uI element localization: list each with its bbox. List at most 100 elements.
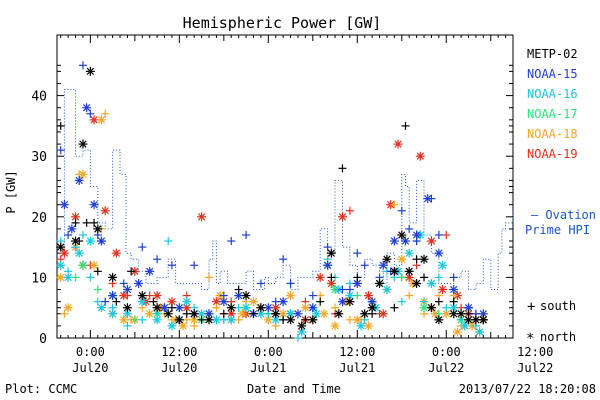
north-marker	[426, 236, 436, 246]
north-marker	[478, 315, 488, 325]
north-marker	[293, 309, 303, 319]
north-marker	[78, 139, 88, 149]
north-marker	[189, 309, 199, 319]
x-tick-label: 0:00	[254, 345, 283, 359]
ovation-legend-line1: — Ovation	[531, 208, 596, 222]
legend-entry: METP-02	[527, 47, 578, 61]
north-marker	[63, 303, 73, 313]
north-marker	[204, 315, 214, 325]
north-marker	[241, 291, 251, 301]
south-marker	[353, 273, 362, 282]
south-marker	[405, 224, 414, 233]
north-marker	[312, 309, 322, 319]
north-marker	[67, 224, 77, 234]
north-marker	[412, 278, 422, 288]
marker-key-north-symbol: *	[526, 331, 534, 347]
x-tick-date: Jul21	[250, 361, 286, 375]
north-marker	[382, 254, 392, 264]
south-marker	[149, 297, 158, 306]
north-marker	[167, 297, 177, 307]
north-marker	[59, 200, 69, 210]
south-marker	[205, 273, 213, 282]
south-marker	[64, 230, 73, 239]
south-marker	[71, 273, 80, 282]
south-marker	[112, 297, 121, 306]
north-marker	[59, 248, 69, 258]
north-marker	[360, 309, 370, 319]
north-marker	[397, 230, 407, 240]
north-marker	[337, 212, 347, 222]
north-marker	[237, 309, 247, 319]
north-marker	[315, 272, 325, 282]
north-marker	[108, 272, 118, 282]
south-marker	[138, 315, 147, 324]
south-marker	[56, 146, 65, 155]
south-marker	[331, 303, 340, 312]
north-marker	[415, 151, 425, 161]
south-marker	[279, 315, 288, 324]
south-marker	[197, 315, 206, 324]
south-marker	[93, 285, 102, 294]
south-marker	[101, 297, 110, 306]
south-marker	[78, 61, 87, 70]
x-tick-label: 12:00	[517, 345, 553, 359]
chart-title: Hemispheric Power [GW]	[183, 14, 382, 32]
north-marker	[326, 248, 336, 258]
north-marker	[119, 315, 129, 325]
legend-entry: NOAA-17	[527, 107, 578, 121]
south-marker	[119, 279, 128, 288]
south-marker	[327, 273, 336, 282]
x-tick-label: 0:00	[432, 345, 461, 359]
south-marker	[442, 303, 451, 312]
north-marker	[100, 206, 110, 216]
north-marker	[460, 321, 470, 331]
legend-entry: NOAA-15	[527, 67, 578, 81]
south-marker	[93, 267, 102, 276]
south-marker	[71, 218, 80, 227]
north-marker	[71, 236, 81, 246]
south-marker	[420, 297, 429, 306]
south-marker	[78, 230, 87, 239]
north-marker	[248, 297, 258, 307]
south-marker	[271, 297, 280, 306]
south-marker	[123, 321, 132, 330]
south-marker	[219, 309, 228, 318]
north-marker	[108, 291, 118, 301]
north-marker	[449, 309, 459, 319]
south-marker	[390, 303, 399, 312]
south-marker	[138, 243, 147, 252]
south-marker	[360, 261, 369, 270]
south-marker	[82, 218, 91, 227]
south-marker	[93, 297, 102, 306]
north-marker	[174, 315, 184, 325]
north-marker	[122, 303, 132, 313]
north-marker	[334, 309, 344, 319]
north-marker	[426, 303, 436, 313]
south-marker	[256, 279, 265, 288]
north-marker	[145, 266, 155, 276]
north-marker	[423, 194, 433, 204]
north-marker	[152, 315, 162, 325]
south-marker	[153, 255, 162, 264]
north-marker	[471, 315, 481, 325]
x-tick-label: 12:00	[339, 345, 375, 359]
south-marker	[86, 273, 95, 282]
north-marker	[85, 236, 95, 246]
north-marker	[438, 260, 448, 270]
north-marker	[137, 291, 147, 301]
x-tick-date: Jul22	[517, 361, 553, 375]
north-marker	[74, 248, 84, 258]
plot-timestamp: 2013/07/22 18:20:08	[459, 382, 596, 396]
north-marker	[134, 278, 144, 288]
y-tick-label: 20	[31, 211, 47, 226]
north-marker	[226, 309, 236, 319]
north-marker	[89, 260, 99, 270]
y-tick-label: 10	[31, 271, 47, 286]
north-marker	[330, 321, 340, 331]
marker-key-south-label: south	[540, 299, 576, 313]
north-marker	[286, 315, 296, 325]
north-marker	[111, 248, 121, 258]
north-marker	[367, 303, 377, 313]
marker-key-south-symbol: +	[527, 299, 535, 315]
y-axis-label: P [GW]	[4, 170, 18, 213]
